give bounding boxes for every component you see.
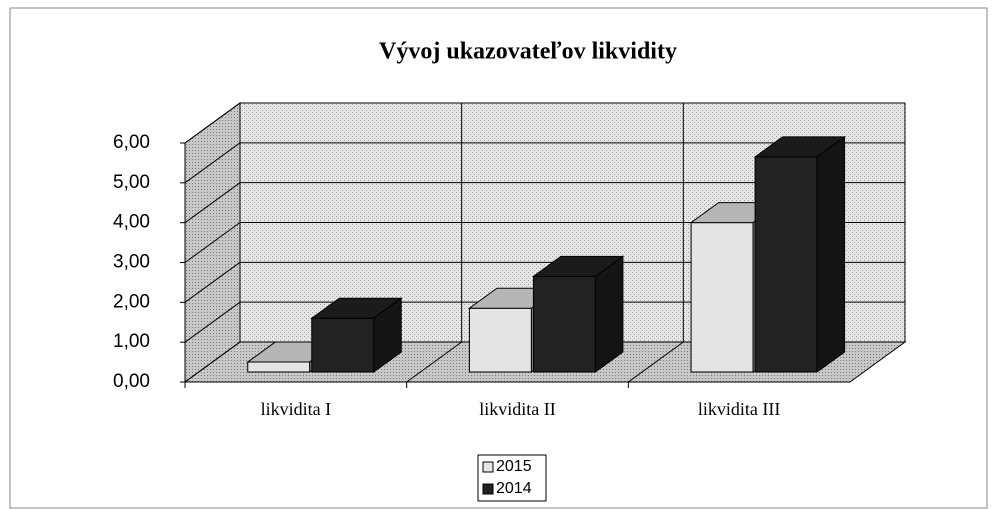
side-grid-line: [184, 261, 241, 303]
side-grid-line: [184, 222, 241, 263]
side-grid-line: [184, 341, 241, 383]
y-tick-label: 3,00: [113, 252, 150, 273]
bar-front: [754, 156, 818, 373]
side-grid-line: [184, 142, 241, 184]
chart-title: Vývoj ukazovateľov likvidity: [379, 39, 677, 65]
side-grid-line: [184, 102, 241, 144]
x-tick-label: likvidita III: [698, 399, 780, 419]
bar: [310, 297, 403, 373]
bar: [531, 255, 625, 373]
side-grid-line: [184, 301, 241, 343]
floor-divider: [628, 341, 684, 383]
side-grid-line: [184, 182, 241, 224]
bar: [753, 135, 847, 373]
y-tick-label: 4,00: [113, 212, 150, 233]
y-tick-label: 6,00: [113, 132, 150, 153]
floor-divider: [406, 341, 462, 383]
bar-front: [690, 222, 754, 373]
x-tick-label: likvidita II: [479, 399, 555, 419]
legend-swatch: [482, 483, 494, 495]
y-tick-label: 2,00: [113, 291, 150, 312]
bar-side: [816, 135, 846, 373]
bar-side: [373, 297, 402, 373]
x-tick-label: likvidita I: [261, 399, 332, 419]
y-tick-label: 0,00: [113, 371, 150, 392]
y-tick-label: 1,00: [113, 331, 150, 352]
bar-front: [247, 361, 311, 373]
bar-front: [532, 275, 596, 373]
legend-swatch: [482, 461, 494, 473]
legend-label: 2014: [496, 480, 532, 497]
bar-side: [594, 255, 624, 373]
bar-front: [468, 307, 532, 373]
y-tick-label: 5,00: [113, 172, 150, 193]
legend-label: 2015: [496, 458, 532, 475]
bar-front: [311, 317, 375, 373]
